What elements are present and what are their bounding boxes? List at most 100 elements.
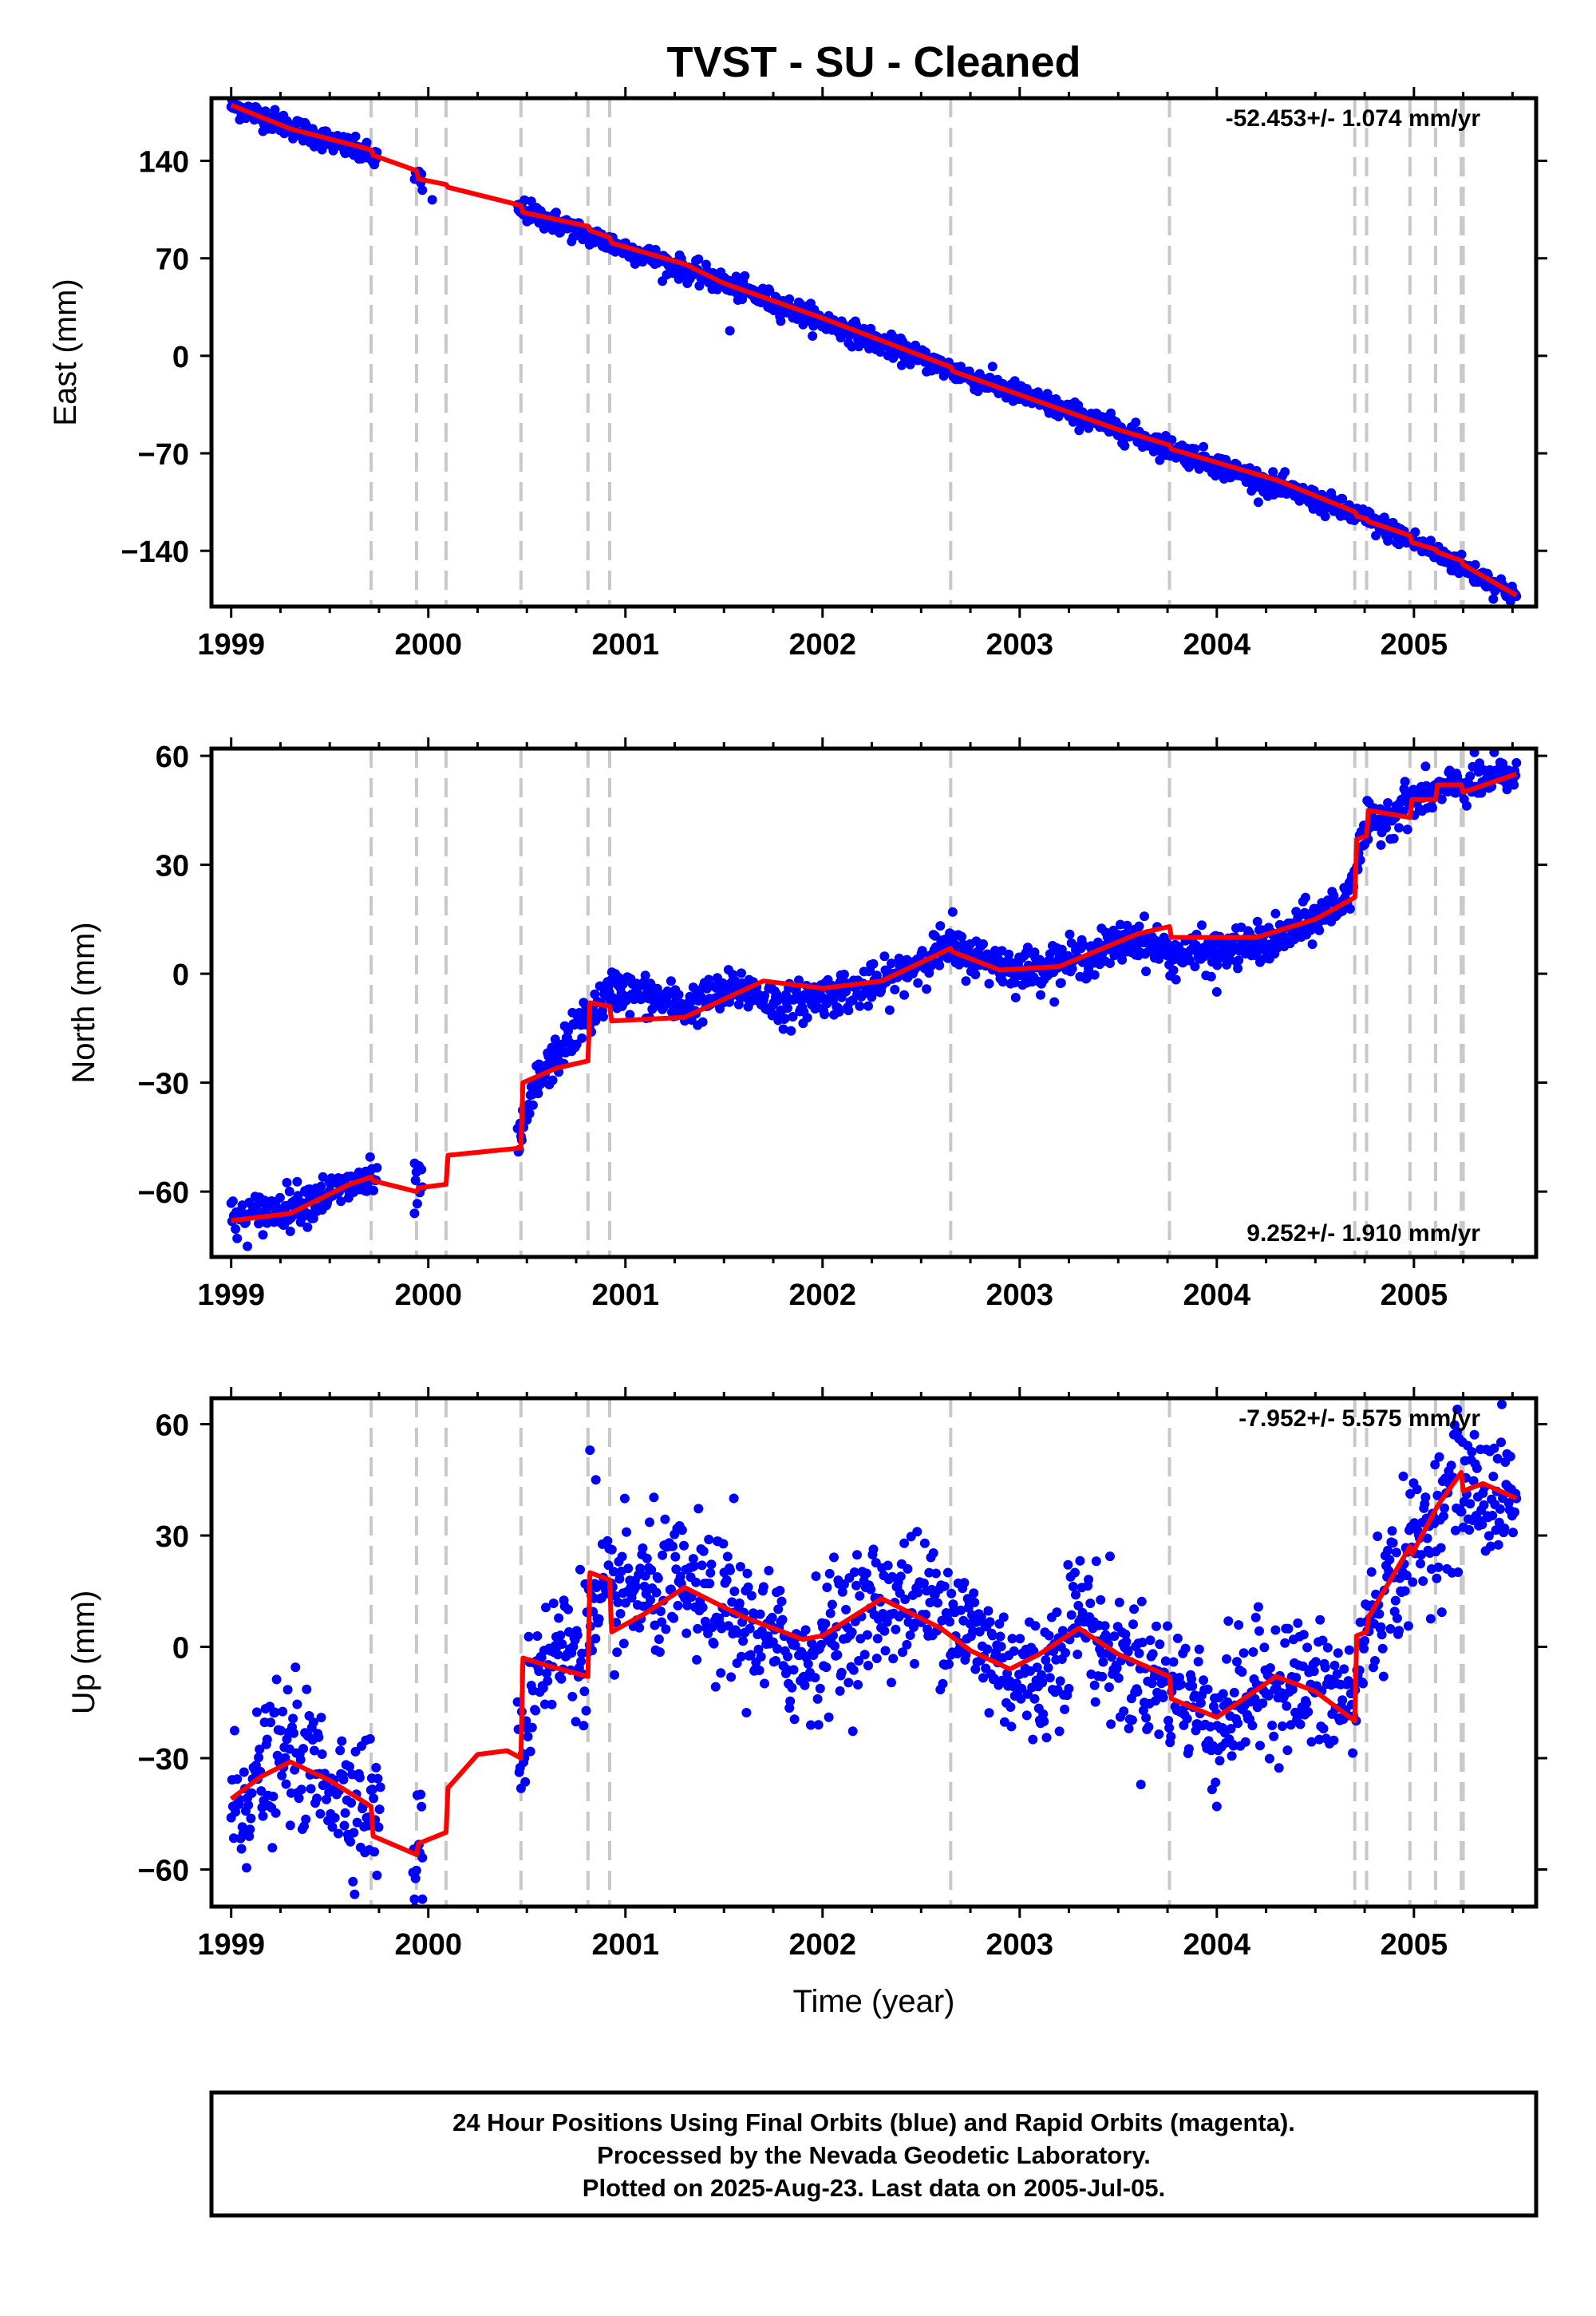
data-point <box>1044 1630 1054 1641</box>
data-point <box>1337 906 1348 916</box>
data-point <box>1077 1607 1088 1618</box>
data-point <box>1252 916 1262 927</box>
data-point <box>1034 954 1045 965</box>
data-point <box>1136 1780 1146 1789</box>
data-point <box>539 1699 550 1709</box>
data-point <box>1489 1443 1499 1453</box>
data-point <box>721 1575 732 1585</box>
data-point <box>735 1562 745 1572</box>
data-point <box>653 1573 663 1583</box>
data-point <box>1465 771 1476 781</box>
data-point <box>642 1553 652 1563</box>
data-point <box>697 1017 708 1027</box>
x-tick-label: 2000 <box>394 1279 462 1312</box>
data-point <box>563 1604 573 1614</box>
data-point <box>1233 963 1243 974</box>
data-point <box>1190 1690 1200 1701</box>
data-point <box>576 1656 587 1666</box>
data-point <box>1298 1630 1309 1640</box>
data-point <box>1237 1667 1247 1677</box>
data-point <box>1430 1460 1440 1470</box>
footer-box: 24 Hour Positions Using Final Orbits (bl… <box>209 2090 1539 2218</box>
data-point <box>1410 527 1420 537</box>
data-point <box>1206 971 1216 982</box>
data-point <box>688 1554 698 1564</box>
data-point <box>532 1631 543 1641</box>
data-point <box>230 1725 239 1736</box>
data-point <box>978 1673 988 1683</box>
data-point <box>1332 1669 1342 1679</box>
data-point <box>365 1733 375 1744</box>
data-point <box>1238 1648 1249 1658</box>
data-point <box>853 1680 863 1690</box>
data-point <box>1280 1638 1290 1648</box>
data-point <box>1384 1566 1394 1576</box>
data-point <box>925 1598 935 1607</box>
data-point <box>339 1820 350 1831</box>
data-point <box>608 1567 618 1577</box>
data-point <box>727 1597 737 1607</box>
data-point <box>1090 1697 1100 1707</box>
data-point <box>427 195 437 205</box>
data-point <box>292 1176 302 1187</box>
data-point <box>1317 1635 1328 1646</box>
data-point <box>1394 539 1404 550</box>
data-point <box>656 1607 666 1616</box>
data-point <box>372 1163 382 1173</box>
north-y-axis-label: North (mm) <box>66 922 101 1083</box>
data-point <box>1329 891 1339 901</box>
data-point <box>1223 1697 1233 1707</box>
data-point <box>1212 960 1223 970</box>
data-point <box>1160 1656 1171 1666</box>
data-point <box>349 1828 359 1838</box>
data-point <box>935 921 946 931</box>
data-point <box>905 359 915 370</box>
east-frame <box>209 96 1539 609</box>
data-point <box>645 1517 654 1528</box>
y-tick-label: 0 <box>172 1632 189 1666</box>
data-point <box>369 1185 379 1196</box>
data-point <box>813 1720 824 1730</box>
data-point <box>883 1560 893 1571</box>
data-point <box>1124 1723 1134 1733</box>
data-point <box>362 1820 373 1831</box>
data-point <box>1408 1577 1418 1587</box>
data-point <box>729 1493 739 1504</box>
data-point <box>1063 1559 1073 1570</box>
data-point <box>280 1753 290 1763</box>
data-point <box>618 979 628 990</box>
data-point <box>1400 1586 1410 1596</box>
data-point <box>1211 1777 1221 1788</box>
data-point <box>286 1788 296 1798</box>
data-point <box>1121 1637 1132 1647</box>
data-point <box>1120 441 1130 451</box>
data-point <box>1329 1660 1340 1670</box>
east-event-lines <box>369 98 1465 607</box>
data-point <box>919 1538 930 1548</box>
data-point <box>270 1707 280 1717</box>
data-point <box>1065 929 1075 939</box>
data-point <box>246 1813 256 1824</box>
data-point <box>1505 1452 1515 1461</box>
data-point <box>1283 1623 1294 1634</box>
data-point <box>933 1598 942 1608</box>
data-point <box>1009 1646 1019 1656</box>
data-point <box>1420 1492 1431 1503</box>
data-point <box>1329 1735 1339 1745</box>
data-point <box>1054 1726 1065 1737</box>
x-tick-label: 2005 <box>1381 1279 1448 1312</box>
data-point <box>1151 1696 1160 1706</box>
data-point <box>928 1548 938 1558</box>
data-point <box>1029 1694 1040 1704</box>
data-point <box>348 1876 358 1887</box>
data-point <box>1436 794 1447 804</box>
data-point <box>913 978 923 988</box>
data-point <box>413 1915 423 1924</box>
data-point <box>788 1665 799 1675</box>
up-event-lines <box>369 1398 1465 1907</box>
data-point <box>1258 1698 1268 1709</box>
data-point <box>879 951 890 962</box>
data-point <box>1234 955 1244 966</box>
data-point <box>1301 892 1310 903</box>
data-point <box>1333 1648 1343 1658</box>
